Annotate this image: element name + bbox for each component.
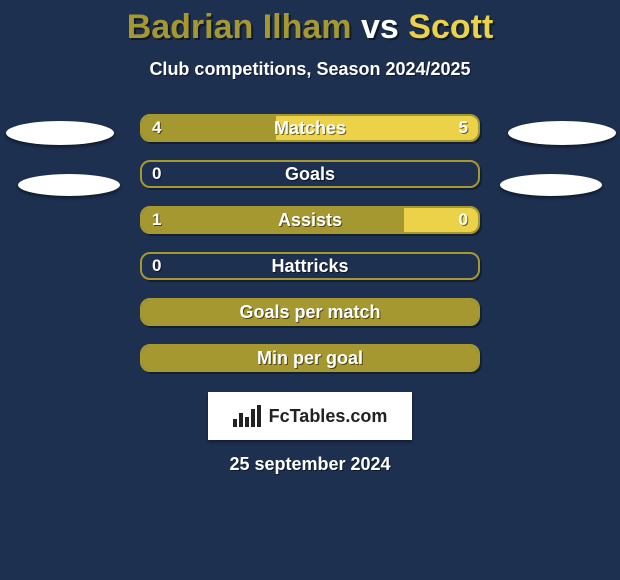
stat-bar-assists: 10Assists (140, 206, 480, 234)
stat-bar-matches: 45Matches (140, 114, 480, 142)
bar-label: Goals (142, 162, 478, 186)
bar-value-left: 0 (152, 162, 161, 186)
player2-avatar-placeholder-2 (500, 174, 602, 196)
stat-bar-min-per-goal: Min per goal (140, 344, 480, 372)
subtitle: Club competitions, Season 2024/2025 (0, 59, 620, 80)
player1-name: Badrian Ilham (127, 8, 352, 46)
watermark-text: FcTables.com (269, 406, 388, 427)
player1-avatar-placeholder-1 (6, 121, 114, 145)
bar-value-left: 0 (152, 254, 161, 278)
bar-right-fill (404, 208, 478, 232)
comparison-title: Badrian Ilham vs Scott (0, 0, 620, 47)
comparison-chart: 45Matches0Goals10Assists0HattricksGoals … (0, 114, 620, 384)
bar-left-fill (142, 208, 404, 232)
stat-bar-goals: 0Goals (140, 160, 480, 188)
bar-left-fill (142, 116, 276, 140)
player2-avatar-placeholder-1 (508, 121, 616, 145)
stat-bars-container: 45Matches0Goals10Assists0HattricksGoals … (140, 114, 480, 390)
player2-name: Scott (408, 8, 493, 46)
date: 25 september 2024 (0, 454, 620, 475)
watermark: FcTables.com (208, 392, 412, 440)
stat-bar-goals-per-match: Goals per match (140, 298, 480, 326)
player1-avatar-placeholder-2 (18, 174, 120, 196)
bar-left-fill (142, 300, 478, 324)
watermark-bars-icon (233, 405, 263, 427)
stat-bar-hattricks: 0Hattricks (140, 252, 480, 280)
bar-left-fill (142, 346, 478, 370)
bar-label: Hattricks (142, 254, 478, 278)
vs-separator: vs (361, 8, 399, 46)
bar-right-fill (276, 116, 478, 140)
